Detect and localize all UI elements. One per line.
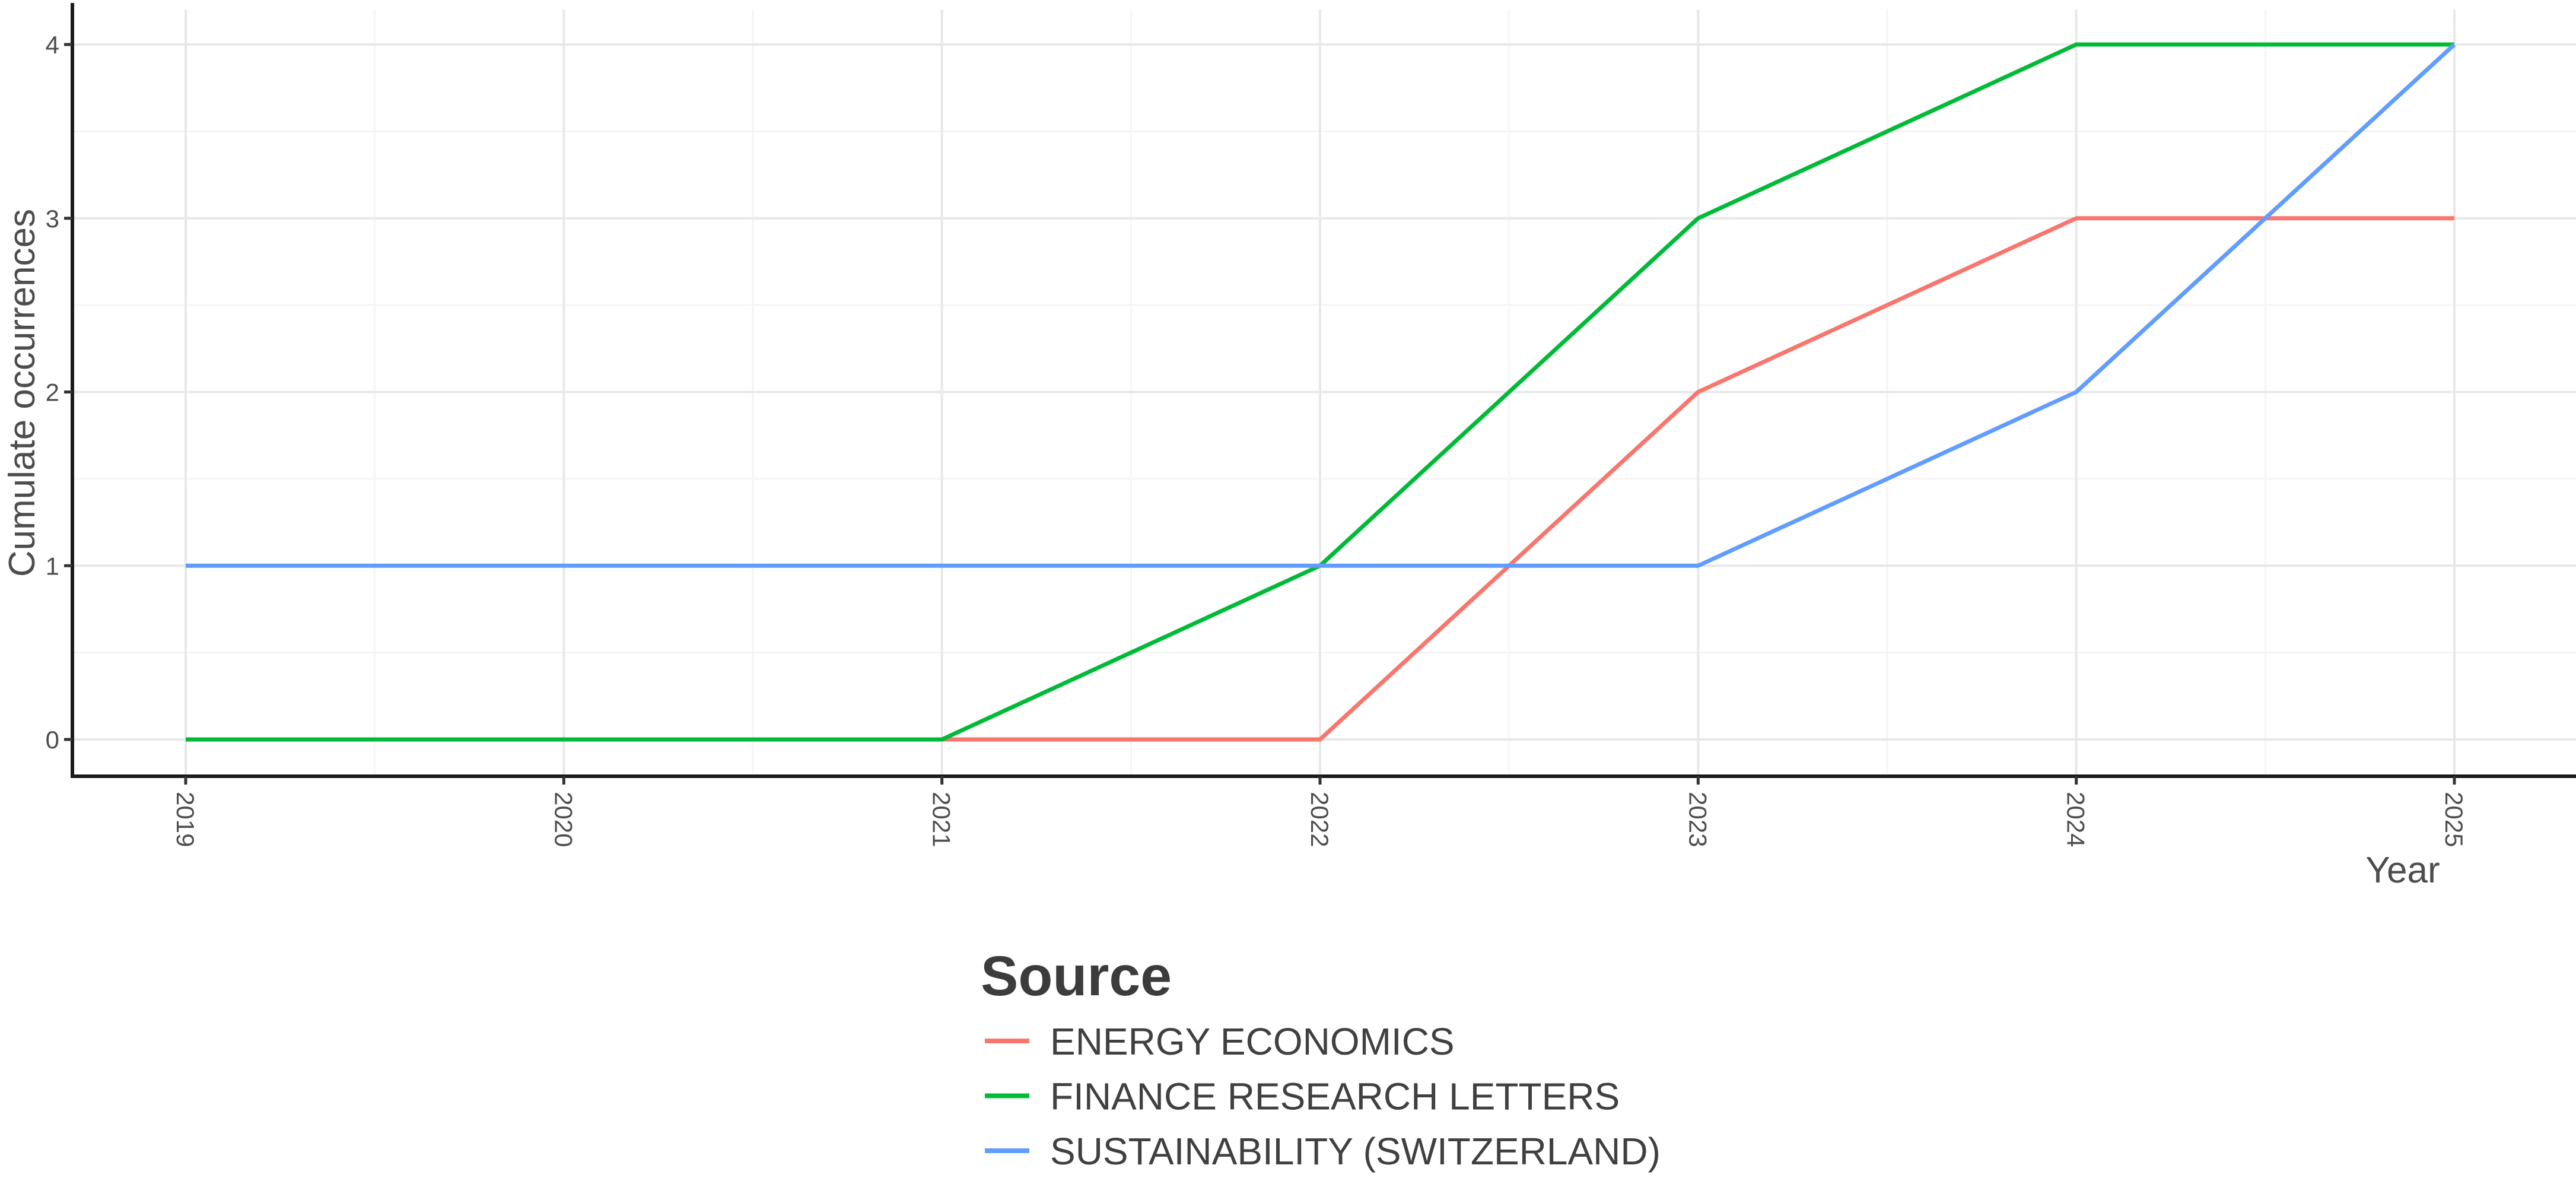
x-tick-label: 2021 [928, 792, 956, 847]
axis-tick-marks [64, 43, 2456, 785]
x-tick-label: 2022 [1306, 792, 1334, 847]
legend-item: ENERGY ECONOMICS [985, 1020, 1455, 1063]
legend-item: FINANCE RESEARCH LETTERS [985, 1075, 1620, 1118]
y-axis-title: Cumulate occurrences [2, 209, 43, 577]
legend-item-label: SUSTAINABILITY (SWITZERLAND) [1050, 1130, 1661, 1173]
x-tick-labels: 2019 2020 2021 2022 2023 2024 2025 [171, 792, 2468, 847]
x-axis-title: Year [2365, 850, 2440, 891]
y-tick-label: 1 [46, 552, 59, 580]
x-tick-label: 2020 [549, 792, 577, 847]
x-tick-label: 2019 [171, 792, 199, 847]
legend-title: Source [981, 945, 1172, 1008]
legend-item: SUSTAINABILITY (SWITZERLAND) [985, 1130, 1661, 1173]
y-tick-label: 3 [46, 205, 59, 233]
legend-item-label: FINANCE RESEARCH LETTERS [1050, 1075, 1620, 1118]
data-series-lines [186, 42, 2456, 742]
y-tick-label: 2 [46, 379, 59, 407]
y-tick-label: 4 [46, 31, 59, 59]
major-gridlines [72, 9, 2576, 776]
y-tick-labels: 0 1 2 3 4 [46, 31, 59, 754]
x-tick-label: 2025 [2440, 792, 2468, 847]
legend: Source ENERGY ECONOMICS FINANCE RESEARCH … [981, 945, 1661, 1173]
series-line [186, 43, 2456, 568]
y-tick-label: 0 [46, 726, 59, 754]
x-tick-label: 2023 [1684, 792, 1712, 847]
axis-lines [71, 3, 2576, 778]
x-tick-label: 2024 [2062, 792, 2090, 847]
legend-item-label: ENERGY ECONOMICS [1050, 1020, 1455, 1063]
legend-rows: ENERGY ECONOMICS FINANCE RESEARCH LETTERS… [985, 1020, 1661, 1173]
